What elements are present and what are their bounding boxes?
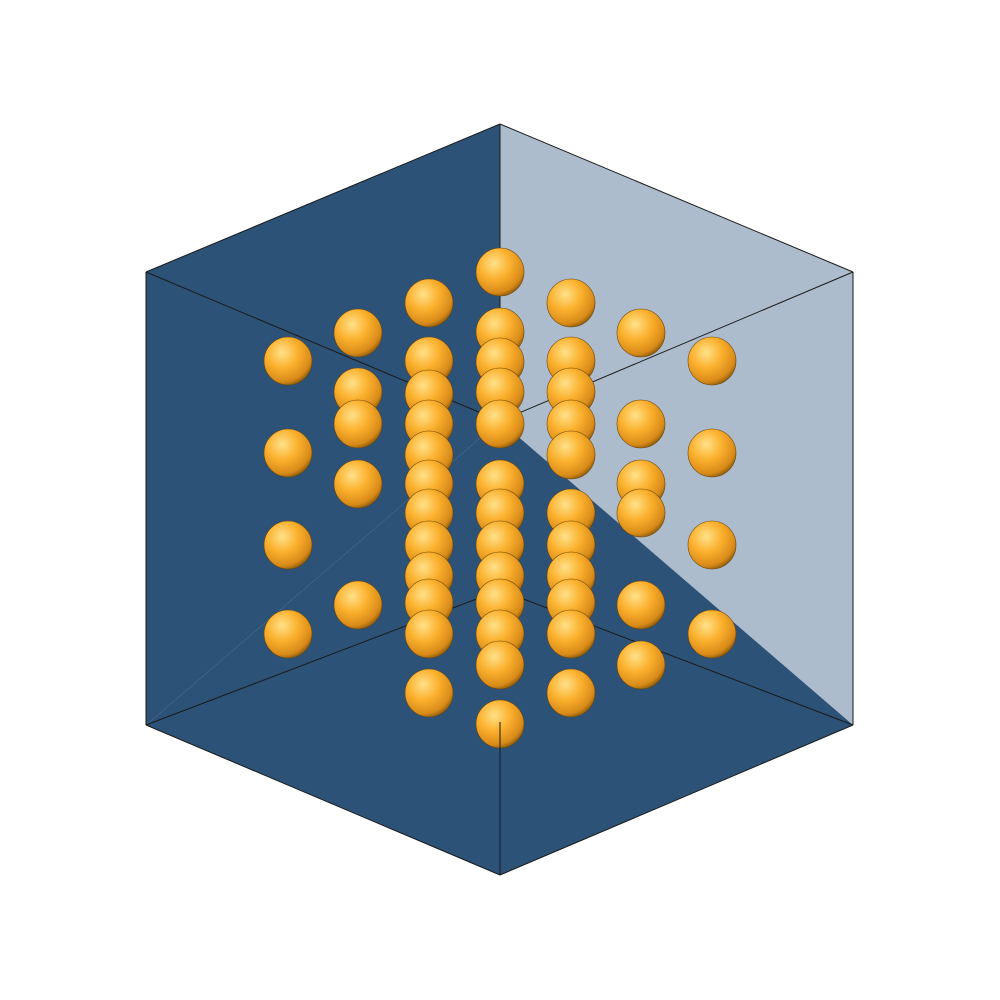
atom-sphere xyxy=(687,520,737,570)
atom-sphere xyxy=(263,336,313,386)
atom-sphere xyxy=(404,668,454,718)
atom-sphere xyxy=(404,609,454,659)
atom-sphere xyxy=(404,278,454,328)
atom-sphere xyxy=(263,520,313,570)
atom-sphere xyxy=(616,488,666,538)
atom-sphere xyxy=(546,609,596,659)
atom-sphere xyxy=(475,399,525,449)
atom-sphere xyxy=(616,399,666,449)
atom-sphere xyxy=(616,580,666,630)
atom-sphere xyxy=(333,580,383,630)
cube-front-edges xyxy=(145,123,854,876)
atom-sphere xyxy=(687,428,737,478)
atom-sphere xyxy=(475,247,525,297)
atom-sphere xyxy=(616,308,666,358)
atom-sphere xyxy=(546,278,596,328)
atom-sphere xyxy=(263,609,313,659)
atom-sphere xyxy=(333,308,383,358)
atom-sphere xyxy=(546,668,596,718)
atom-sphere xyxy=(546,430,596,480)
cube-back-right-face xyxy=(500,124,853,725)
atom-sphere xyxy=(333,399,383,449)
atom-sphere xyxy=(333,459,383,509)
atom-sphere xyxy=(687,609,737,659)
cube-back-left-face xyxy=(146,124,500,725)
atom-group xyxy=(263,247,737,749)
atom-sphere xyxy=(616,640,666,690)
atom-sphere xyxy=(263,428,313,478)
atom-sphere xyxy=(687,336,737,386)
atom-sphere xyxy=(475,640,525,690)
